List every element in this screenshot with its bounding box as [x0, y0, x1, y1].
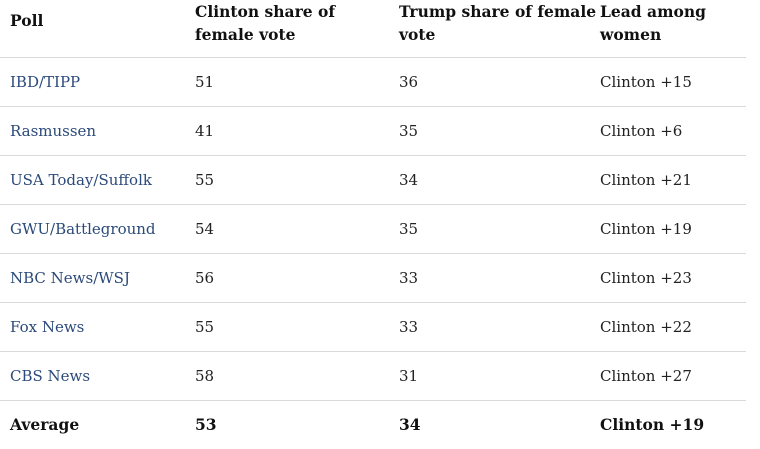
poll-name-link[interactable]: USA Today/Suffolk [10, 171, 152, 189]
header-clinton-share: Clinton share of female vote [195, 2, 336, 44]
clinton-share-value: 55 [195, 318, 215, 336]
table-average-row: Average 53 34 Clinton +19 [0, 401, 746, 449]
clinton-share-value: 56 [195, 269, 215, 287]
poll-name-link[interactable]: NBC News/WSJ [10, 269, 130, 287]
clinton-share-value: 41 [195, 122, 215, 140]
lead-value: Clinton +22 [600, 318, 692, 336]
poll-name-link[interactable]: CBS News [10, 367, 91, 385]
clinton-share-value: 55 [195, 171, 215, 189]
header-lead: Lead among women [600, 2, 706, 44]
trump-share-value: 31 [399, 367, 419, 385]
clinton-share-value: 58 [195, 367, 215, 385]
lead-value: Clinton +19 [600, 220, 692, 238]
lead-value: Clinton +21 [600, 171, 692, 189]
trump-share-value: 33 [399, 318, 419, 336]
average-trump-share: 34 [399, 415, 421, 434]
table-row: CBS News 58 31 Clinton +27 [0, 352, 746, 401]
average-clinton-share: 53 [195, 415, 217, 434]
average-label: Average [10, 415, 80, 434]
header-poll: Poll [10, 11, 44, 30]
trump-share-value: 33 [399, 269, 419, 287]
header-trump-share: Trump share of female vote [399, 2, 597, 44]
clinton-share-value: 54 [195, 220, 215, 238]
poll-name-link[interactable]: Rasmussen [10, 122, 97, 140]
table-row: Rasmussen 41 35 Clinton +6 [0, 107, 746, 156]
trump-share-value: 35 [399, 122, 419, 140]
clinton-share-value: 51 [195, 73, 215, 91]
poll-name-link[interactable]: Fox News [10, 318, 85, 336]
table-row: IBD/TIPP 51 36 Clinton +15 [0, 58, 746, 107]
table-row: NBC News/WSJ 56 33 Clinton +23 [0, 254, 746, 303]
trump-share-value: 36 [399, 73, 419, 91]
lead-value: Clinton +6 [600, 122, 683, 140]
lead-value: Clinton +23 [600, 269, 692, 287]
trump-share-value: 34 [399, 171, 419, 189]
table-header-row: Poll Clinton share of female vote Trump … [0, 0, 746, 58]
table-row: GWU/Battleground 54 35 Clinton +19 [0, 205, 746, 254]
poll-name-link[interactable]: IBD/TIPP [10, 73, 81, 91]
lead-value: Clinton +15 [600, 73, 692, 91]
poll-name-link[interactable]: GWU/Battleground [10, 220, 156, 238]
trump-share-value: 35 [399, 220, 419, 238]
table-row: Fox News 55 33 Clinton +22 [0, 303, 746, 352]
lead-value: Clinton +27 [600, 367, 692, 385]
average-lead: Clinton +19 [600, 415, 705, 434]
table-row: USA Today/Suffolk 55 34 Clinton +21 [0, 156, 746, 205]
